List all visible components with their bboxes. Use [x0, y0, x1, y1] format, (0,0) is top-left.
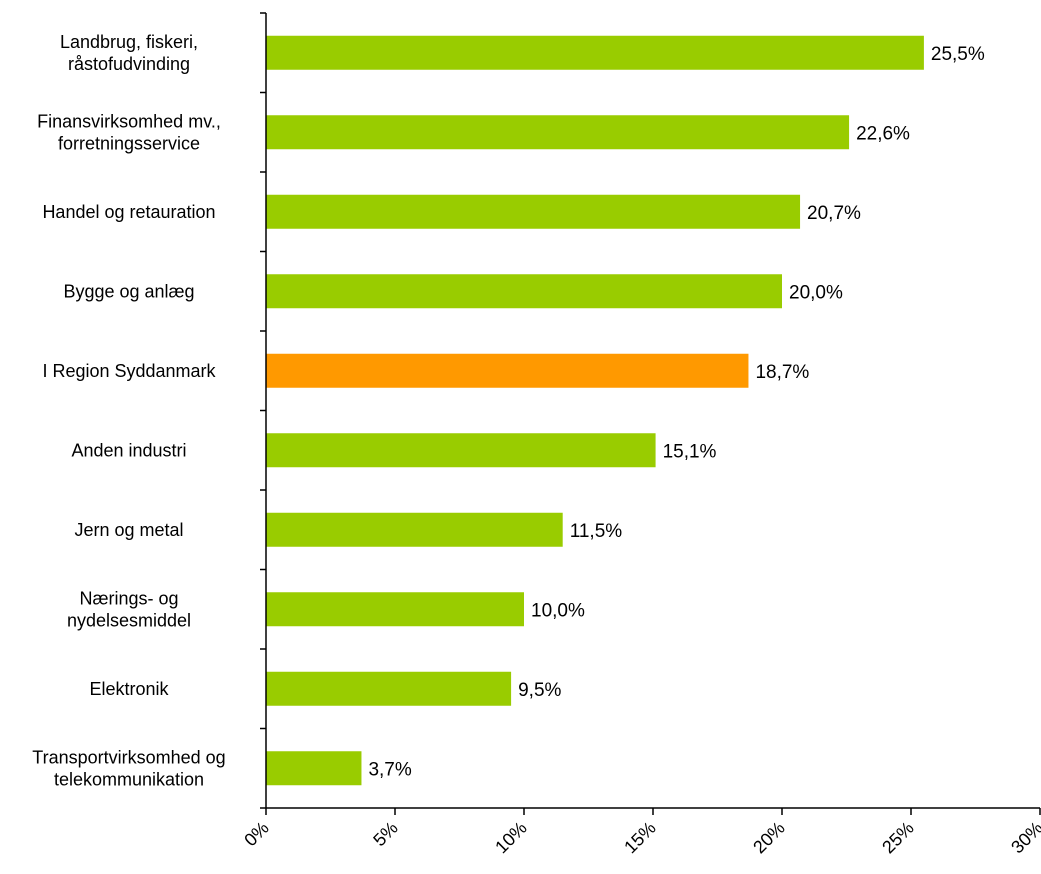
category-label: Handel og retauration — [42, 202, 215, 222]
category-label: Elektronik — [89, 679, 169, 699]
data-label: 9,5% — [518, 680, 561, 701]
bar — [266, 433, 656, 468]
x-tick-label: 20% — [749, 818, 789, 858]
category-label-line: Jern og metal — [74, 520, 183, 540]
category-label-line: Handel og retauration — [42, 202, 215, 222]
category-label: Anden industri — [71, 440, 186, 460]
category-label-line: Anden industri — [71, 440, 186, 460]
category-label: Transportvirksomhed og telekommunikation — [32, 747, 225, 789]
bar — [266, 115, 850, 150]
data-label: 3,7% — [368, 759, 411, 780]
category-labels-group: Landbrug, fiskeri, råstofudvinding Finansv… — [32, 32, 225, 790]
category-label-line: Nærings- og — [79, 588, 178, 608]
data-label: 22,6% — [856, 123, 910, 144]
category-label: Jern og metal — [74, 520, 183, 540]
bar — [266, 353, 749, 388]
x-tick-label: 10% — [491, 818, 531, 858]
category-label-line: Finansvirksomhed mv., — [37, 111, 221, 131]
category-label-line: nydelsesmiddel — [67, 610, 191, 630]
data-label: 20,7% — [807, 203, 861, 224]
bar — [266, 35, 924, 70]
category-label-line: forretningsservice — [58, 133, 200, 153]
category-label-line: Bygge og anlæg — [63, 281, 194, 301]
bar — [266, 751, 362, 786]
bar — [266, 592, 524, 627]
bars-group — [266, 35, 924, 786]
x-tick-label: 0% — [240, 818, 273, 851]
data-label: 18,7% — [755, 362, 809, 383]
x-axis-tick-labels: 0% 5% 10% 15% 20% 25% 30% — [240, 818, 1041, 858]
category-label: Nærings- og nydelsesmiddel — [67, 588, 191, 630]
x-tick-label: 15% — [620, 818, 660, 858]
data-label: 25,5% — [931, 44, 985, 65]
x-tick-label: 5% — [369, 818, 402, 851]
category-label: Finansvirksomhed mv., forretningsservice — [37, 111, 221, 153]
bar — [266, 274, 782, 309]
bar — [266, 671, 512, 706]
category-label: Bygge og anlæg — [63, 281, 194, 301]
x-axis-ticks — [265, 808, 1041, 815]
data-label: 20,0% — [789, 282, 843, 303]
data-label: 15,1% — [663, 441, 717, 462]
category-label-line: Landbrug, fiskeri, — [60, 32, 198, 52]
category-label: I Region Syddanmark — [42, 361, 216, 381]
data-label: 10,0% — [531, 600, 585, 621]
value-labels-group: 25,5% 22,6% 20,7% 20,0% 18,7% 15,1% 11,5% 10,0%… — [368, 44, 984, 781]
x-tick-label: 25% — [878, 818, 918, 858]
y-axis-ticks — [260, 12, 266, 809]
bar — [266, 512, 563, 547]
category-label-line: råstofudvinding — [68, 54, 190, 74]
category-label-line: Elektronik — [89, 679, 169, 699]
category-label-line: telekommunikation — [54, 769, 204, 789]
category-label-line: I Region Syddanmark — [42, 361, 216, 381]
category-label-line: Transportvirksomhed og — [32, 747, 225, 767]
bar — [266, 194, 801, 229]
category-label: Landbrug, fiskeri, råstofudvinding — [60, 32, 198, 74]
data-label: 11,5% — [570, 521, 623, 542]
x-tick-label: 30% — [1007, 818, 1041, 858]
